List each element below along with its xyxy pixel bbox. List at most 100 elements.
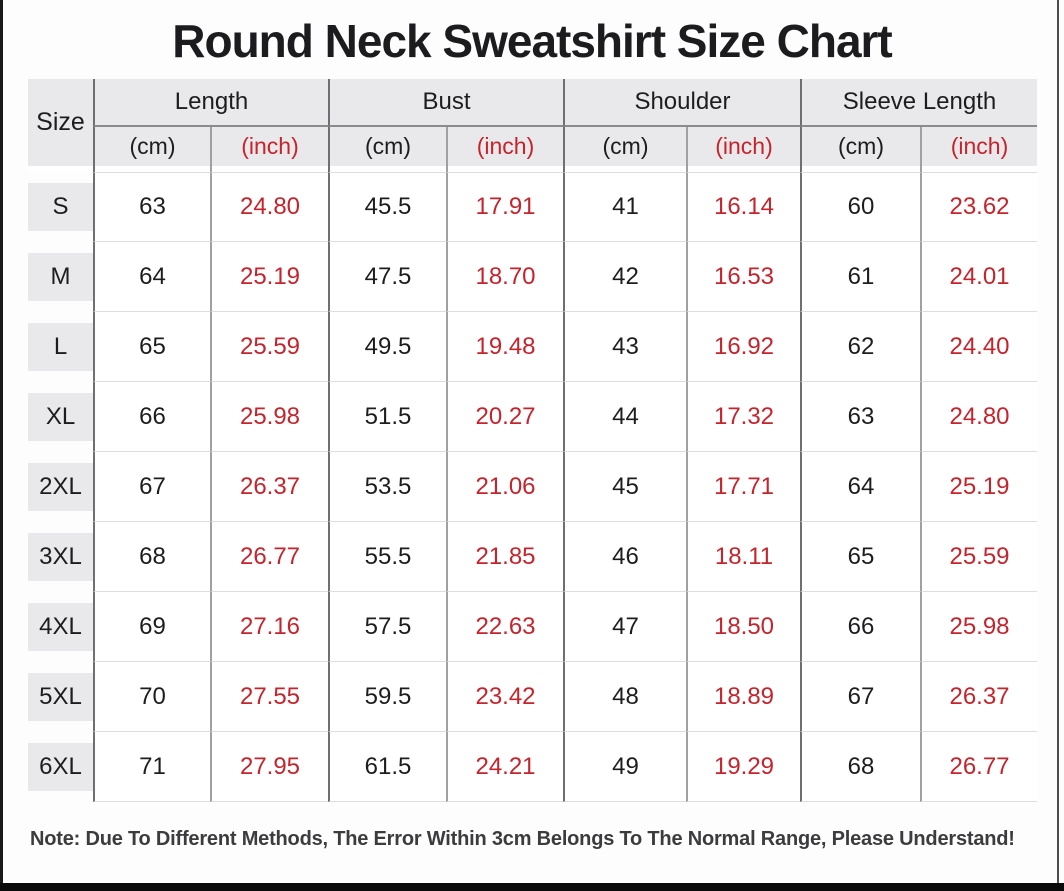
cell-shoulder-cm: 46 <box>563 522 686 592</box>
cell-shoulder-cm: 43 <box>563 312 686 382</box>
cell-bust-cm: 57.5 <box>328 592 446 662</box>
cell-sleeve-cm: 61 <box>800 242 920 312</box>
cell-bust-inch: 20.27 <box>446 382 563 452</box>
spacer <box>210 166 328 172</box>
cell-sleeve-inch: 24.01 <box>920 242 1037 312</box>
cell-shoulder-inch: 16.53 <box>686 242 800 312</box>
cell-shoulder-cm: 45 <box>563 452 686 522</box>
cell-length-cm: 70 <box>93 662 210 732</box>
size-cell: 3XL <box>28 522 93 592</box>
photo-right-border <box>1057 0 1059 891</box>
cell-shoulder-inch: 17.32 <box>686 382 800 452</box>
cell-length-inch: 25.98 <box>210 382 328 452</box>
size-label: 6XL <box>28 743 93 791</box>
cell-sleeve-inch: 25.98 <box>920 592 1037 662</box>
note-text: Note: Due To Different Methods, The Erro… <box>30 828 1015 850</box>
size-cell: 4XL <box>28 592 93 662</box>
spacer <box>686 166 800 172</box>
cell-bust-inch: 21.85 <box>446 522 563 592</box>
cell-shoulder-inch: 18.11 <box>686 522 800 592</box>
cell-sleeve-inch: 25.19 <box>920 452 1037 522</box>
header-group-length: Length <box>93 79 328 127</box>
cell-shoulder-cm: 47 <box>563 592 686 662</box>
unit-inch-label: (inch) <box>210 127 328 166</box>
header-group-sleeve-length: Sleeve Length <box>800 79 1037 127</box>
cell-length-cm: 71 <box>93 732 210 802</box>
cell-sleeve-inch: 26.37 <box>920 662 1037 732</box>
unit-cm-label: (cm) <box>93 127 210 166</box>
cell-length-inch: 25.19 <box>210 242 328 312</box>
size-cell: L <box>28 312 93 382</box>
spacer <box>800 166 920 172</box>
cell-shoulder-cm: 49 <box>563 732 686 802</box>
cell-length-inch: 25.59 <box>210 312 328 382</box>
cell-bust-inch: 17.91 <box>446 172 563 242</box>
size-chart-table: Size Length Bust Shoulder Sleeve Length … <box>28 79 1037 802</box>
page-title: Round Neck Sweatshirt Size Chart <box>172 15 893 67</box>
size-label: L <box>28 323 93 371</box>
unit-cm-label: (cm) <box>328 127 446 166</box>
unit-inch-label: (inch) <box>920 127 1037 166</box>
cell-shoulder-inch: 16.92 <box>686 312 800 382</box>
cell-length-cm: 64 <box>93 242 210 312</box>
size-label: 5XL <box>28 673 93 721</box>
spacer <box>563 166 686 172</box>
spacer <box>920 166 1037 172</box>
cell-sleeve-cm: 66 <box>800 592 920 662</box>
cell-shoulder-cm: 44 <box>563 382 686 452</box>
cell-sleeve-cm: 68 <box>800 732 920 802</box>
cell-length-inch: 27.16 <box>210 592 328 662</box>
cell-bust-cm: 47.5 <box>328 242 446 312</box>
cell-shoulder-inch: 19.29 <box>686 732 800 802</box>
cell-shoulder-inch: 18.50 <box>686 592 800 662</box>
cell-sleeve-cm: 62 <box>800 312 920 382</box>
cell-length-cm: 69 <box>93 592 210 662</box>
cell-sleeve-inch: 25.59 <box>920 522 1037 592</box>
cell-length-inch: 27.55 <box>210 662 328 732</box>
cell-bust-cm: 61.5 <box>328 732 446 802</box>
header-size: Size <box>28 79 93 166</box>
cell-bust-inch: 24.21 <box>446 732 563 802</box>
size-cell: M <box>28 242 93 312</box>
cell-bust-inch: 18.70 <box>446 242 563 312</box>
size-label: XL <box>28 393 93 441</box>
size-label: 2XL <box>28 463 93 511</box>
unit-cm-label: (cm) <box>800 127 920 166</box>
photo-left-border <box>0 0 3 891</box>
cell-sleeve-inch: 24.40 <box>920 312 1037 382</box>
spacer <box>446 166 563 172</box>
cell-bust-cm: 53.5 <box>328 452 446 522</box>
cell-sleeve-cm: 60 <box>800 172 920 242</box>
cell-length-cm: 65 <box>93 312 210 382</box>
cell-sleeve-cm: 63 <box>800 382 920 452</box>
size-cell: 2XL <box>28 452 93 522</box>
cell-length-inch: 26.37 <box>210 452 328 522</box>
cell-bust-inch: 21.06 <box>446 452 563 522</box>
cell-shoulder-cm: 48 <box>563 662 686 732</box>
header-group-shoulder: Shoulder <box>563 79 800 127</box>
unit-inch-label: (inch) <box>686 127 800 166</box>
size-cell: S <box>28 172 93 242</box>
cell-sleeve-cm: 64 <box>800 452 920 522</box>
spacer <box>328 166 446 172</box>
cell-shoulder-inch: 17.71 <box>686 452 800 522</box>
cell-bust-inch: 19.48 <box>446 312 563 382</box>
cell-bust-cm: 51.5 <box>328 382 446 452</box>
cell-sleeve-inch: 24.80 <box>920 382 1037 452</box>
size-label: 3XL <box>28 533 93 581</box>
size-label: 4XL <box>28 603 93 651</box>
spacer <box>28 166 93 172</box>
cell-length-cm: 67 <box>93 452 210 522</box>
cell-shoulder-inch: 16.14 <box>686 172 800 242</box>
size-cell: 6XL <box>28 732 93 802</box>
header-group-bust: Bust <box>328 79 563 127</box>
cell-sleeve-cm: 67 <box>800 662 920 732</box>
size-label: S <box>28 183 93 231</box>
size-label: M <box>28 253 93 301</box>
unit-cm-label: (cm) <box>563 127 686 166</box>
cell-bust-cm: 59.5 <box>328 662 446 732</box>
size-cell: XL <box>28 382 93 452</box>
cell-bust-inch: 22.63 <box>446 592 563 662</box>
size-cell: 5XL <box>28 662 93 732</box>
cell-shoulder-cm: 42 <box>563 242 686 312</box>
